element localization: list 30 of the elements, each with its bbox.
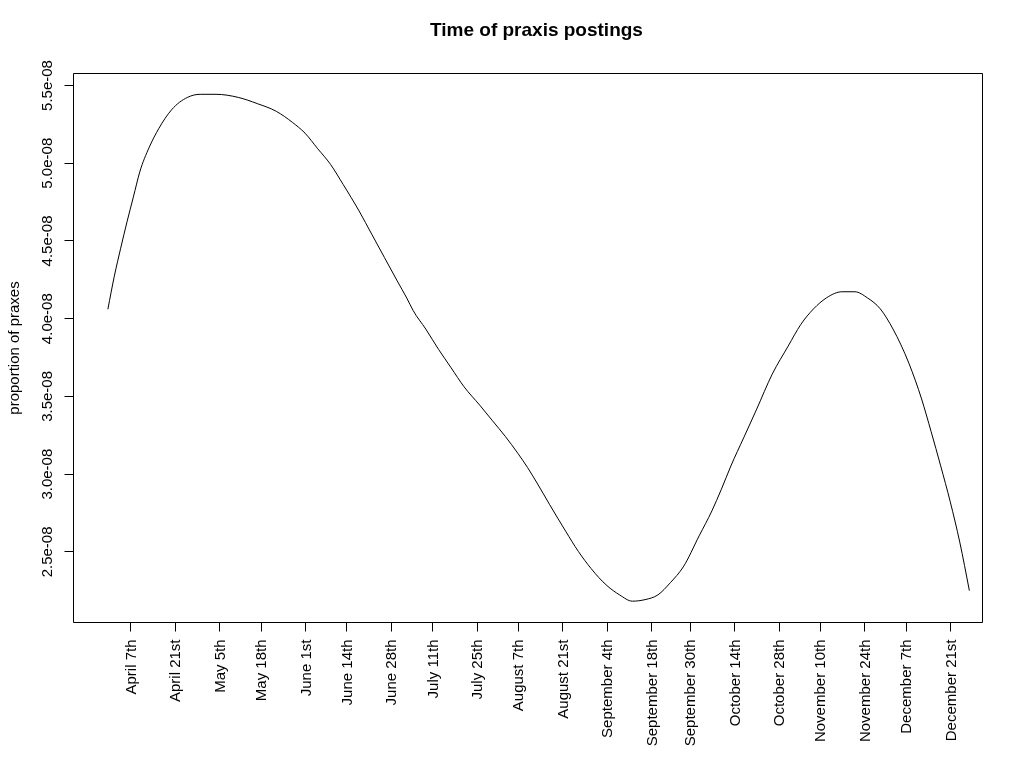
x-tick-label: June 1st [296,638,314,697]
x-tick-label: July 11th [423,639,441,699]
x-tick-label: August 7th [509,639,527,712]
y-tick-label: 4.5e-08 [37,215,55,267]
x-tick-label: September 4th [598,639,616,738]
y-tick-label: 4.0e-08 [37,293,55,345]
y-axis-title: proportion of praxes [4,281,22,415]
x-tick-label: September 18th [642,639,660,747]
x-tick-label: May 5th [210,639,228,693]
y-tick-label: 5.5e-08 [37,60,55,111]
x-tick-label: July 25th [468,639,486,700]
x-tick-label: August 21st [553,638,571,719]
x-tick-label: June 28th [382,639,400,706]
x-tick-label: April 7th [121,639,139,695]
x-tick-label: June 14th [337,639,355,706]
line-series [107,93,970,602]
x-tick-label: November 24th [855,639,873,743]
y-tick-label: 3.5e-08 [37,370,55,422]
x-tick-label: September 30th [681,639,699,747]
x-tick-label: May 18th [252,639,270,702]
x-tick-label: December 7th [897,639,915,734]
x-tick-label: October 28th [770,639,788,727]
x-tick-label: December 21st [941,638,959,742]
x-tick-label: November 10th [811,639,829,743]
y-tick-label: 5.0e-08 [37,137,55,189]
chart-title: Time of praxis postings [430,18,643,40]
x-tick-label: April 21st [166,638,184,703]
y-tick-label: 2.5e-08 [37,526,55,578]
x-tick-label: October 14th [725,639,743,727]
y-tick-label: 3.0e-08 [37,448,55,500]
